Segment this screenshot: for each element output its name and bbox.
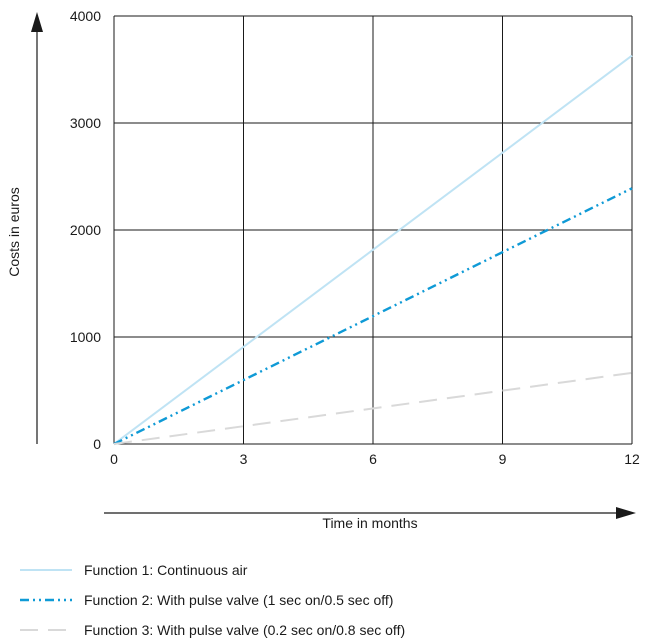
x-axis-arrowhead-icon — [616, 507, 636, 519]
grid — [113, 15, 633, 445]
x-tick-label: 0 — [110, 451, 118, 467]
x-tick-label: 3 — [240, 451, 248, 467]
series-line-2 — [113, 187, 633, 446]
x-axis-ticks: 0 3 6 9 12 — [110, 451, 640, 467]
series-line-3 — [113, 371, 633, 445]
legend-label-2: Function 2: With pulse valve (1 sec on/0… — [84, 592, 393, 608]
legend-label-1: Function 1: Continuous air — [84, 562, 248, 578]
legend-label-3: Function 3: With pulse valve (0.2 sec on… — [84, 622, 405, 638]
series-lines — [113, 54, 633, 446]
x-tick-label: 9 — [499, 451, 507, 467]
y-axis-arrowhead-icon — [31, 12, 43, 32]
y-axis-title: Costs in euros — [6, 187, 22, 276]
y-tick-label: 0 — [93, 436, 101, 452]
y-axis-ticks: 0 1000 2000 3000 4000 — [70, 8, 101, 452]
x-axis-title: Time in months — [322, 515, 417, 531]
series-line-1 — [113, 54, 633, 445]
x-tick-label: 6 — [369, 451, 377, 467]
y-tick-label: 3000 — [70, 115, 101, 131]
legend: Function 1: Continuous air Function 2: Wi… — [20, 562, 405, 638]
y-tick-label: 2000 — [70, 222, 101, 238]
y-tick-label: 1000 — [70, 329, 101, 345]
x-tick-label: 12 — [624, 451, 640, 467]
y-tick-label: 4000 — [70, 8, 101, 24]
